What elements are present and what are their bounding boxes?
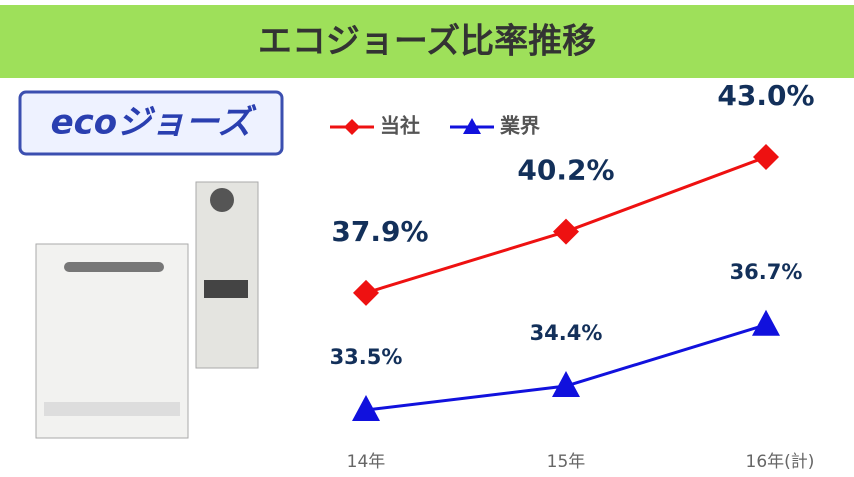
- legend-marker: [344, 119, 360, 135]
- data-label: 40.2%: [517, 154, 614, 187]
- x-tick-label: 14年: [347, 452, 386, 472]
- product-illustration: [35, 181, 259, 439]
- unit-panel: [44, 402, 180, 416]
- point: [752, 309, 780, 336]
- point: [552, 371, 580, 398]
- legend-label: 業界: [500, 114, 540, 138]
- logo: ecoジョーズ: [18, 90, 284, 156]
- point: [352, 395, 380, 421]
- logo-frame: [18, 90, 284, 156]
- point: [753, 144, 779, 170]
- unit-handle: [64, 262, 164, 272]
- title-banner: [0, 5, 854, 78]
- unit-vent: [210, 188, 234, 212]
- legend-marker: [463, 118, 481, 134]
- legend-label: 当社: [380, 114, 420, 138]
- tall-unit: [195, 181, 259, 369]
- data-label: 34.4%: [530, 321, 603, 345]
- point: [353, 279, 379, 306]
- chart-title: エコジョーズ比率推移: [258, 22, 596, 62]
- data-label: 36.7%: [730, 260, 803, 284]
- unit-grille: [204, 280, 248, 298]
- data-label: 37.9%: [331, 215, 428, 248]
- data-label: 33.5%: [330, 345, 403, 369]
- x-tick-label: 15年: [547, 452, 586, 472]
- logo-text: ecoジョーズ: [51, 103, 258, 143]
- x-tick-label: 16年(計): [746, 452, 815, 472]
- point: [553, 218, 579, 245]
- data-label: 43.0%: [717, 79, 814, 112]
